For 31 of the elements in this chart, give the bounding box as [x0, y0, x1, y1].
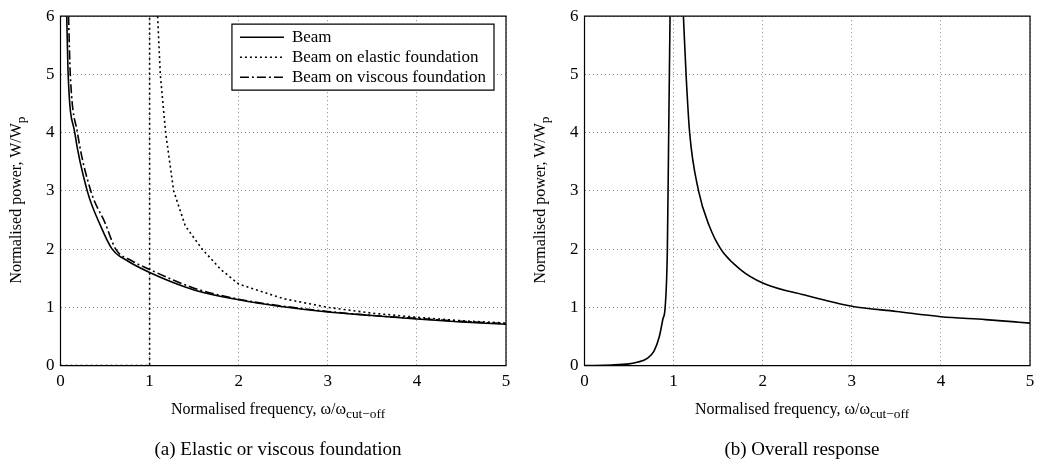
y-tick-label: 2	[46, 238, 55, 258]
x-tick-label: 4	[936, 371, 946, 391]
y-tick-label: 3	[570, 180, 579, 200]
x-tick-label: 3	[847, 371, 857, 391]
x-tick-label: 5	[1025, 371, 1035, 391]
x-axis-title: Normalised frequency, ω/ω$_{cut−off}$	[693, 400, 911, 423]
y-tick-label: 6	[570, 5, 579, 25]
y-tick-label: 5	[570, 63, 579, 83]
text: (b) Overall response	[723, 438, 881, 460]
y-tick-label: 6	[46, 5, 55, 25]
x-tick-label: 5	[501, 371, 511, 391]
y-tick-label: 4	[570, 122, 579, 142]
y-tick-label: 1	[46, 296, 55, 316]
y-tick-label: 5	[46, 63, 55, 83]
x-tick-label: 3	[323, 371, 333, 391]
y-tick-label: 1	[570, 296, 579, 316]
legend-label: Beam	[291, 26, 332, 46]
y-tick-label: 2	[570, 238, 579, 258]
legend-label: Beam on elastic foundation	[291, 46, 479, 66]
x-tick-label: 2	[234, 371, 243, 391]
y-tick-label: 0	[46, 355, 55, 375]
legend-label: Beam on viscous foundation	[291, 66, 487, 86]
x-tick-label: 2	[758, 371, 767, 391]
x-tick-label: 4	[412, 371, 422, 391]
x-axis-title: Normalised frequency, ω/ω$_{cut−off}$	[169, 400, 387, 423]
y-tick-label: 0	[570, 355, 579, 375]
text: (a) Elastic or viscous foundation	[153, 438, 403, 460]
y-tick-label: 3	[46, 180, 55, 200]
x-tick-label: 1	[145, 371, 154, 391]
y-tick-label: 4	[46, 122, 55, 142]
x-tick-label: 1	[669, 371, 678, 391]
